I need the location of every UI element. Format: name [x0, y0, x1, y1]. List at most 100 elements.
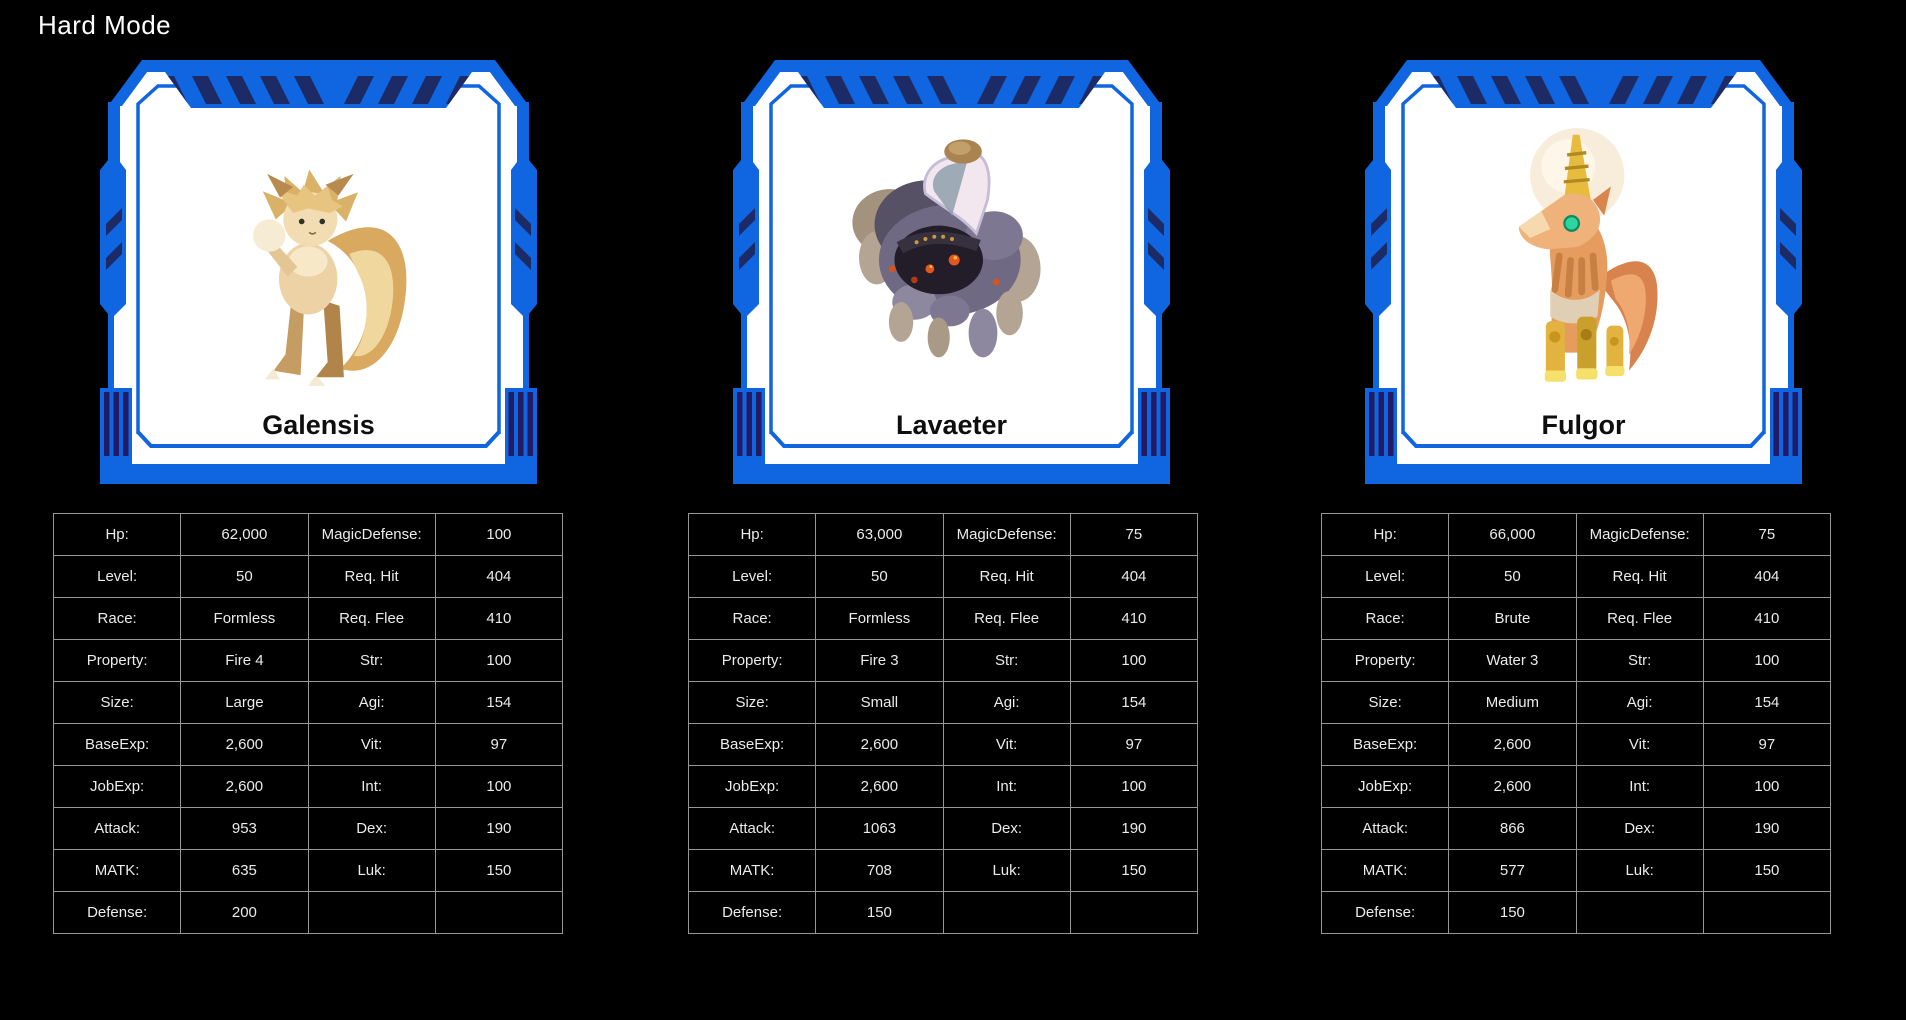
stat-label: Req. Flee [1575, 597, 1704, 640]
stat-label: BaseExp: [687, 723, 817, 766]
stat-label: Size: [687, 681, 817, 724]
stat-value: 150 [1702, 849, 1832, 892]
stat-label: Defense: [52, 891, 182, 934]
stats-row: BaseExp: 2,600 Vit: 97 [687, 723, 1199, 766]
stats-row: Property: Water 3 Str: 100 [1320, 639, 1832, 682]
stat-value: 66,000 [1448, 513, 1577, 556]
stat-label: Req. Flee [942, 597, 1071, 640]
monster-card-galensis: Galensis [98, 58, 539, 486]
fulgor-sprite [1518, 127, 1658, 382]
stat-label: JobExp: [687, 765, 817, 808]
stats-row: Defense: 200 [52, 891, 564, 934]
stats-row: BaseExp: 2,600 Vit: 97 [52, 723, 564, 766]
stat-value: 154 [434, 681, 564, 724]
stat-label: Agi: [942, 681, 1071, 724]
stats-row: Level: 50 Req. Hit 404 [52, 555, 564, 598]
stats-row: Hp: 63,000 MagicDefense: 75 [687, 513, 1199, 556]
stat-value: 404 [1069, 555, 1199, 598]
stat-value: 75 [1069, 513, 1199, 556]
stat-label: Vit: [1575, 723, 1704, 766]
stat-label: Attack: [52, 807, 182, 850]
stats-row: Race: Brute Req. Flee 410 [1320, 597, 1832, 640]
stat-value: 1063 [815, 807, 944, 850]
stat-value: 635 [180, 849, 309, 892]
stat-value: 2,600 [815, 723, 944, 766]
stat-label: Agi: [307, 681, 436, 724]
stat-value: 100 [1069, 639, 1199, 682]
stat-value: 154 [1069, 681, 1199, 724]
stat-value: Formless [815, 597, 944, 640]
stat-label: Str: [1575, 639, 1704, 682]
stats-row: BaseExp: 2,600 Vit: 97 [1320, 723, 1832, 766]
stat-label: Int: [942, 765, 1071, 808]
stat-label: MATK: [1320, 849, 1450, 892]
stat-value: 200 [180, 891, 309, 934]
stat-value: Brute [1448, 597, 1577, 640]
stat-value: 50 [180, 555, 309, 598]
stat-label: Req. Hit [307, 555, 436, 598]
stats-table-lavaeter: Hp: 63,000 MagicDefense: 75 Level: 50 Req. Hit… [687, 513, 1199, 934]
monster-card-lavaeter: Lavaeter [731, 58, 1172, 486]
stats-table-fulgor: Hp: 66,000 MagicDefense: 75 Level: 50 Req. Hit… [1320, 513, 1832, 934]
stat-value: 577 [1448, 849, 1577, 892]
stat-value: 190 [1702, 807, 1832, 850]
stat-value: 410 [434, 597, 564, 640]
stat-label: Req. Flee [307, 597, 436, 640]
stats-row: Race: Formless Req. Flee 410 [687, 597, 1199, 640]
stat-label: Size: [52, 681, 182, 724]
stat-value: 97 [434, 723, 564, 766]
stat-label: Luk: [307, 849, 436, 892]
stats-row: MATK: 577 Luk: 150 [1320, 849, 1832, 892]
stats-row: MATK: 708 Luk: 150 [687, 849, 1199, 892]
stat-label: Size: [1320, 681, 1450, 724]
stat-label: Property: [1320, 639, 1450, 682]
stat-value: 404 [434, 555, 564, 598]
stat-value: 154 [1702, 681, 1832, 724]
stats-row: Hp: 66,000 MagicDefense: 75 [1320, 513, 1832, 556]
stat-label: Hp: [52, 513, 182, 556]
stat-label: Hp: [1320, 513, 1450, 556]
stat-value: 2,600 [180, 723, 309, 766]
stat-value: 97 [1702, 723, 1832, 766]
stats-row: Property: Fire 3 Str: 100 [687, 639, 1199, 682]
stat-value: 190 [434, 807, 564, 850]
stat-label: Level: [52, 555, 182, 598]
stat-value: 2,600 [815, 765, 944, 808]
monster-name: Galensis [262, 410, 375, 440]
stat-label: Str: [307, 639, 436, 682]
stats-row: Level: 50 Req. Hit 404 [687, 555, 1199, 598]
stat-label: Dex: [942, 807, 1071, 850]
lavaeter-sprite [851, 139, 1041, 358]
stats-row: JobExp: 2,600 Int: 100 [687, 765, 1199, 808]
stat-label: Race: [52, 597, 182, 640]
galensis-sprite [252, 169, 406, 386]
stat-label: MagicDefense: [307, 513, 436, 556]
stat-value: 150 [1069, 849, 1199, 892]
stat-value: 410 [1702, 597, 1832, 640]
stat-label: MagicDefense: [942, 513, 1071, 556]
stat-value [434, 891, 564, 934]
stat-value: 2,600 [1448, 723, 1577, 766]
stat-label: MATK: [52, 849, 182, 892]
stat-value: 150 [815, 891, 944, 934]
stats-row: Defense: 150 [687, 891, 1199, 934]
stat-value: 100 [434, 639, 564, 682]
stats-row: Property: Fire 4 Str: 100 [52, 639, 564, 682]
monster-card-fulgor: Fulgor [1363, 58, 1804, 486]
stat-label: Defense: [687, 891, 817, 934]
stat-label [307, 891, 436, 934]
stat-value: Small [815, 681, 944, 724]
stat-value: Formless [180, 597, 309, 640]
stat-label: Req. Hit [942, 555, 1071, 598]
stat-label: JobExp: [52, 765, 182, 808]
stat-value: 410 [1069, 597, 1199, 640]
stat-label: Dex: [307, 807, 436, 850]
stat-value: 866 [1448, 807, 1577, 850]
stat-value: 953 [180, 807, 309, 850]
stat-value: 100 [434, 765, 564, 808]
stat-label: BaseExp: [52, 723, 182, 766]
stat-value: Fire 4 [180, 639, 309, 682]
stats-row: Level: 50 Req. Hit 404 [1320, 555, 1832, 598]
stat-label [1575, 891, 1704, 934]
stat-value: 100 [1069, 765, 1199, 808]
